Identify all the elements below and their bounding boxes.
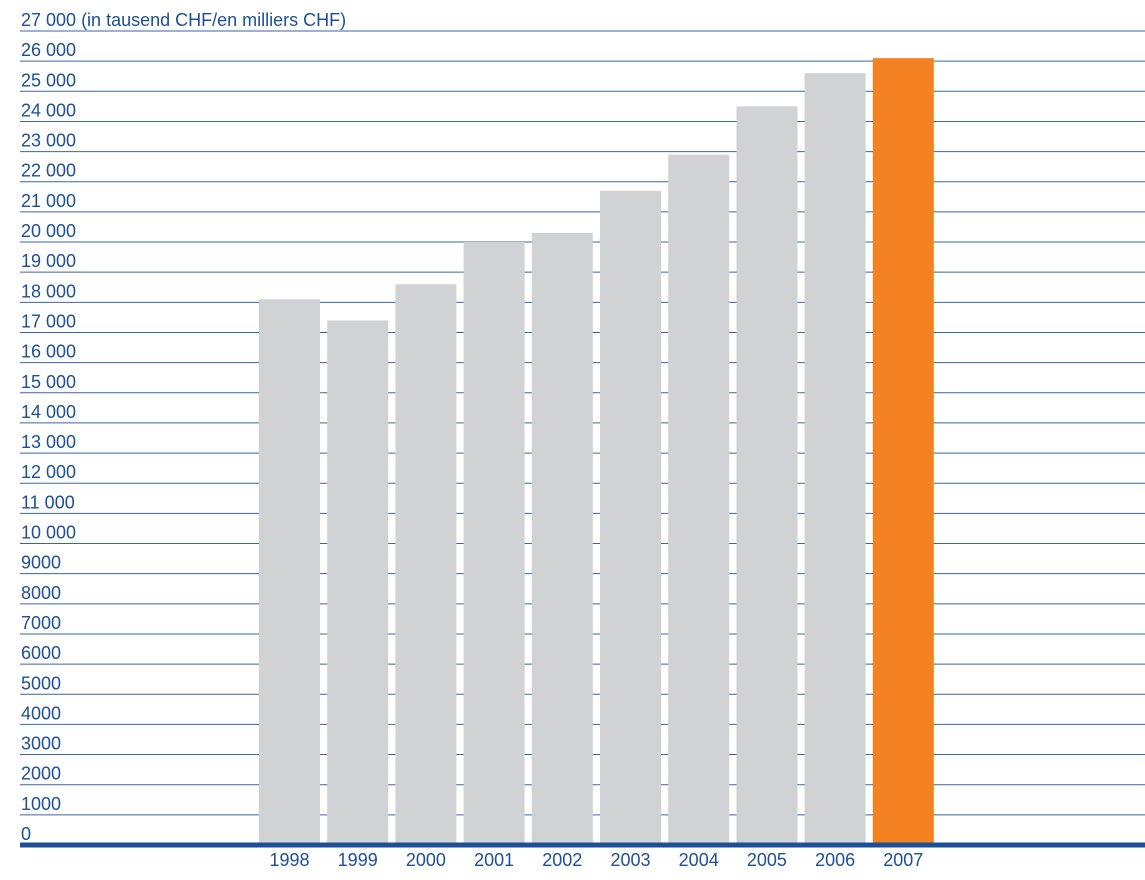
x-tick-label: 1998 [269,850,309,870]
x-tick-label: 2007 [883,850,923,870]
y-tick-label: 13 000 [21,432,76,452]
y-tick-label: 12 000 [21,462,76,482]
y-tick-label: 0 [21,824,31,844]
x-tick-label: 1999 [338,850,378,870]
x-tick-label: 2001 [474,850,514,870]
y-tick-label: 20 000 [21,221,76,241]
y-tick-label: 19 000 [21,251,76,271]
y-tick-label: 15 000 [21,372,76,392]
y-tick-label: 24 000 [21,100,76,120]
bar [804,73,866,843]
bar [736,106,798,843]
bar [531,232,593,843]
y-tick-label: 27 000 [21,10,76,30]
y-tick-label: 1000 [21,794,61,814]
y-tick-label: 9000 [21,553,61,573]
y-tick-label: 16 000 [21,342,76,362]
y-tick-label: 4000 [21,703,61,723]
y-tick-label: 14 000 [21,402,76,422]
bar [872,58,934,843]
y-tick-label: 26 000 [21,40,76,60]
y-tick-label: 21 000 [21,191,76,211]
bar [259,299,320,843]
y-tick-label: 10 000 [21,523,76,543]
y-tick-label: 25 000 [21,70,76,90]
bar [668,154,730,843]
x-tick-label: 2000 [406,850,446,870]
x-tick-label: 2004 [679,850,719,870]
y-tick-label: 17 000 [21,311,76,331]
bar [327,320,389,843]
y-tick-label: 22 000 [21,161,76,181]
bar [395,284,457,843]
y-tick-label: 5000 [21,673,61,693]
y-tick-label: 6000 [21,643,61,663]
y-tick-label: 3000 [21,734,61,754]
y-tick-label: 2000 [21,764,61,784]
y-tick-label: 7000 [21,613,61,633]
y-tick-label: 18 000 [21,281,76,301]
bar [463,242,525,843]
y-tick-label: 8000 [21,583,61,603]
y-axis-label: (in tausend CHF/en milliers CHF) [81,10,346,30]
x-tick-label: 2006 [815,850,855,870]
y-tick-label: 23 000 [21,131,76,151]
x-tick-label: 2003 [610,850,650,870]
y-tick-label: 11 000 [21,492,75,512]
x-tick-label: 2002 [542,850,582,870]
x-tick-label: 2005 [747,850,787,870]
bar [600,190,661,843]
